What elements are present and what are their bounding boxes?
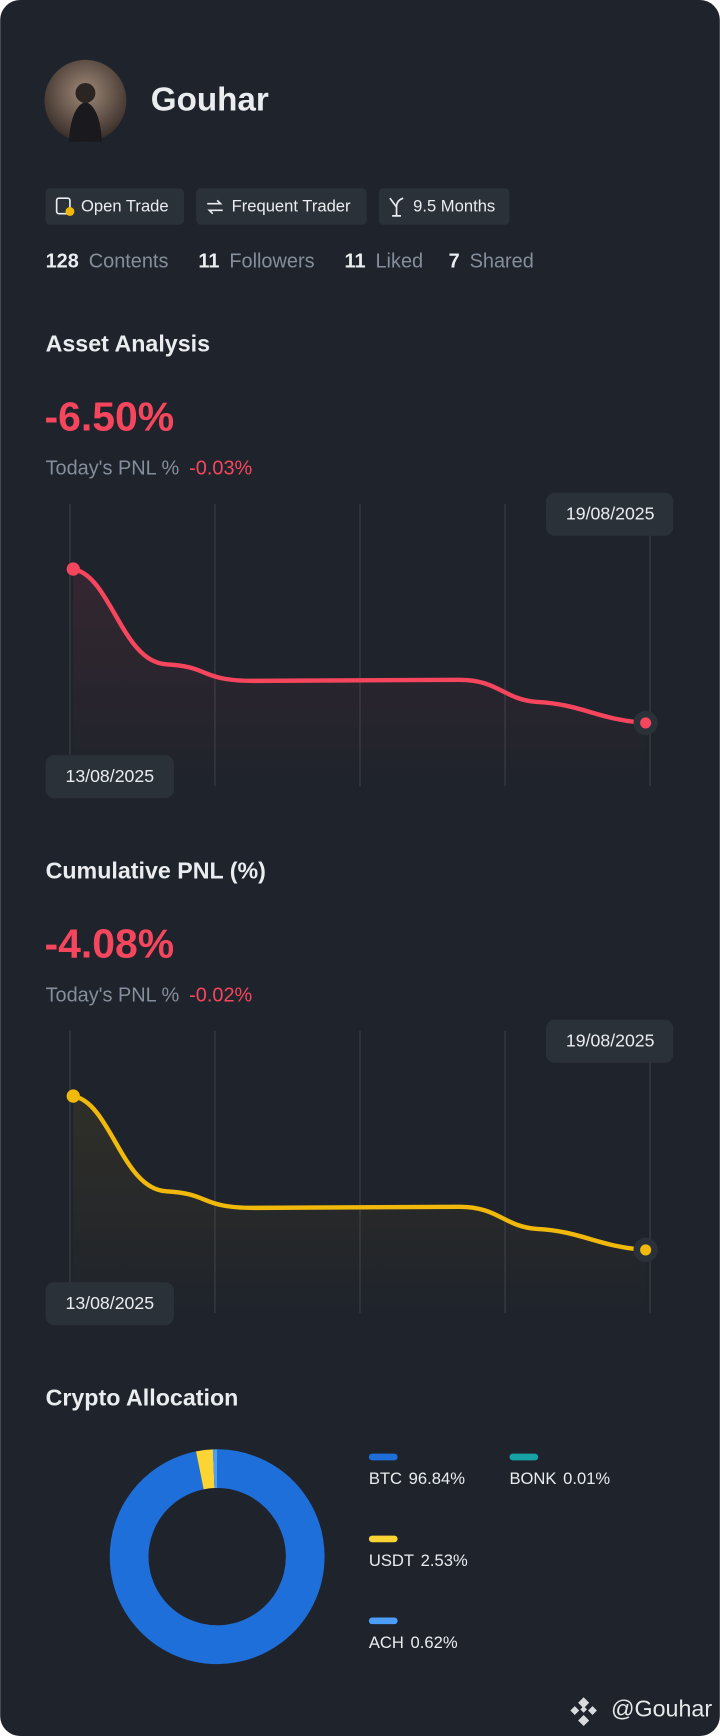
watermark: @Gouhar: [570, 1696, 712, 1727]
legend-name: BTC: [369, 1470, 402, 1489]
line-area: [73, 1096, 646, 1314]
badge-icon: [207, 199, 223, 215]
legend-entry: ACH 0.62%: [369, 1633, 458, 1652]
badge-label: Open Trade: [81, 196, 169, 215]
legend: BTC 96.84% USDT 2.53% ACH 0.62% BONK 0.01%: [368, 1453, 610, 1652]
legend-entry: BTC 96.84%: [369, 1470, 465, 1489]
stat: 128 Contents: [46, 251, 169, 273]
pnl-value: -6.50%: [44, 393, 174, 439]
line-area: [73, 569, 646, 787]
today-pnl-label: Today's PNL %: [46, 458, 180, 480]
legend-entry: USDT 2.53%: [369, 1552, 468, 1571]
badge[interactable]: [378, 188, 510, 225]
legend-value: 96.84%: [409, 1470, 466, 1489]
stat: 11 Liked: [345, 251, 424, 273]
donut-segment: [109, 1449, 325, 1664]
donut-chart: [109, 1449, 325, 1664]
badge[interactable]: [45, 188, 184, 225]
cumulative-chart: 19/08/2025 13/08/2025: [45, 1019, 674, 1326]
badge-icon-dot: [65, 207, 75, 216]
legend-entry: BONK 0.01%: [509, 1470, 610, 1489]
start-date: 13/08/2025: [65, 766, 154, 786]
today-pnl: Today's PNL % -0.02%: [46, 985, 253, 1007]
stat-count: 11: [198, 251, 219, 273]
watermark-logo: [570, 1697, 597, 1727]
legend-name: ACH: [369, 1633, 404, 1652]
legend-swatch: [368, 1535, 398, 1543]
watermark-text: @Gouhar: [611, 1696, 712, 1722]
end-point[interactable]: [640, 717, 652, 729]
stat-count: 128: [46, 251, 79, 273]
today-pnl-value: -0.03%: [189, 458, 252, 480]
badge-label: 9.5 Months: [413, 196, 495, 215]
stat-label: Shared: [470, 251, 534, 273]
start-date: 13/08/2025: [65, 1293, 154, 1313]
stat-label: Contents: [89, 251, 169, 273]
avatar-figure: [68, 101, 103, 142]
pnl-line: [71, 566, 648, 726]
pnl-value: -4.08%: [44, 920, 174, 966]
end-date: 19/08/2025: [566, 1030, 655, 1050]
legend-name: USDT: [369, 1552, 414, 1571]
end-date: 19/08/2025: [566, 503, 655, 523]
donut-segment: [195, 1449, 215, 1490]
start-point: [66, 562, 80, 576]
badge[interactable]: [196, 188, 367, 225]
legend-value: 0.62%: [411, 1633, 458, 1652]
end-point[interactable]: [640, 1244, 652, 1256]
asset-chart: 19/08/2025 13/08/2025: [45, 492, 674, 799]
legend-swatch: [368, 1617, 398, 1625]
today-pnl-label: Today's PNL %: [46, 985, 180, 1007]
stat-count: 11: [345, 251, 366, 273]
section-title: Crypto Allocation: [46, 1385, 239, 1411]
legend-swatch: [509, 1453, 539, 1461]
legend-value: 2.53%: [421, 1552, 468, 1571]
section-title: Cumulative PNL (%): [46, 858, 266, 884]
start-date-box: [45, 755, 175, 799]
legend-swatch: [368, 1453, 398, 1461]
stat: 11 Followers: [198, 251, 314, 273]
section-title: Asset Analysis: [46, 331, 210, 357]
end-date-box: [546, 1019, 674, 1063]
end-date-box: [546, 492, 674, 536]
legend-name: BONK: [509, 1470, 556, 1489]
pnl-line: [71, 1093, 648, 1253]
start-date-box: [45, 1282, 175, 1326]
today-pnl: Today's PNL % -0.03%: [46, 458, 253, 480]
badge-icon: [55, 197, 71, 215]
badge-icon: [389, 197, 404, 217]
legend-value: 0.01%: [563, 1470, 610, 1489]
start-point: [66, 1089, 80, 1103]
badge-label: Frequent Trader: [232, 196, 351, 215]
avatar-head: [75, 83, 96, 103]
stat-label: Liked: [376, 251, 424, 273]
stat-label: Followers: [229, 251, 314, 273]
today-pnl-value: -0.02%: [189, 985, 252, 1007]
profile-name: Gouhar: [151, 82, 269, 119]
stat-count: 7: [449, 251, 460, 273]
stat: 7 Shared: [449, 251, 534, 273]
